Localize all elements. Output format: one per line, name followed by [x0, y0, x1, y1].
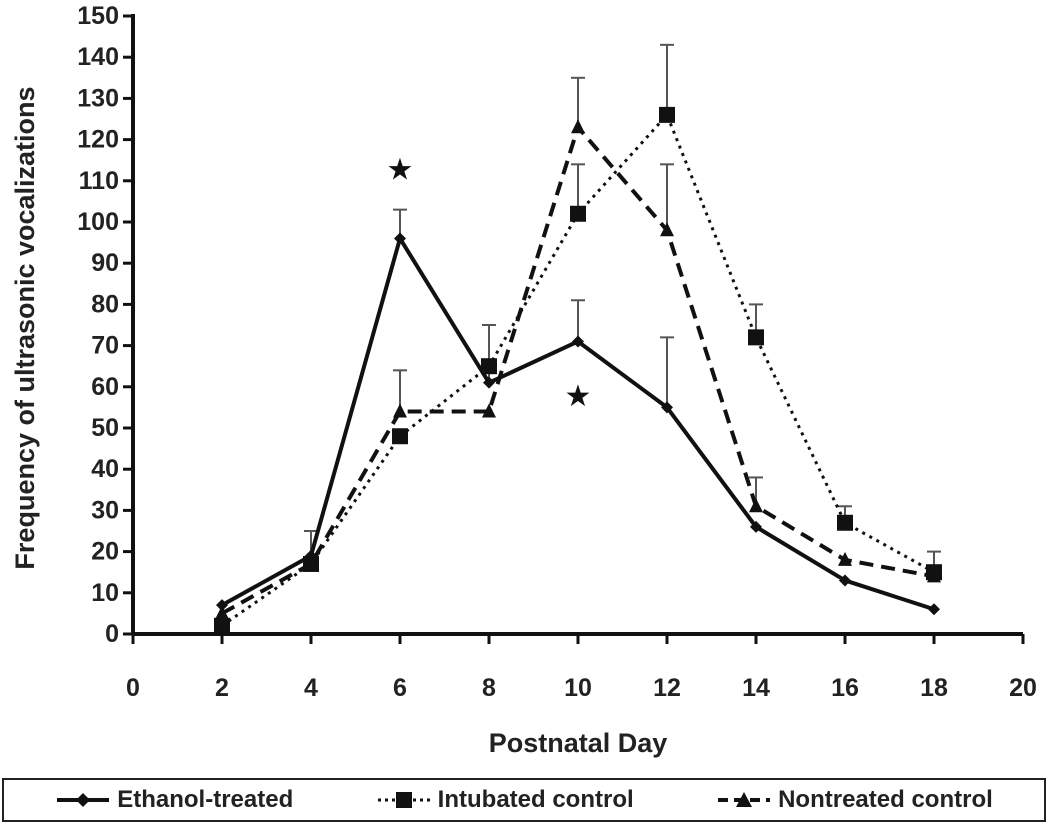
legend-item-nontreated-control: Nontreated control: [716, 786, 993, 814]
x-tick-label: 0: [126, 674, 140, 702]
data-point: [659, 106, 675, 123]
series-nontreated-control: [215, 76, 941, 620]
significance-star: ★: [387, 152, 414, 187]
data-point: [481, 358, 497, 375]
x-tick-label: 18: [920, 674, 948, 702]
y-tick-label: 130: [77, 84, 119, 112]
x-axis: 0 2 4 6 8 10 12 14 16 18 20: [126, 632, 1037, 702]
data-point: [571, 119, 585, 134]
y-tick-label: 70: [91, 332, 119, 360]
legend-swatch-intubated-control: [377, 792, 430, 808]
data-point: [392, 428, 408, 445]
x-tick-label: 16: [831, 674, 859, 702]
data-point: [304, 555, 318, 570]
data-point: [394, 232, 406, 245]
x-tick-label: 20: [1009, 674, 1037, 702]
data-point: [393, 403, 407, 418]
y-tick-label: 50: [91, 414, 119, 442]
y-axis-title: Frequency of ultrasonic vocalizations: [10, 86, 40, 569]
line-chart: 0 10 20 30 40 50 60 70 80 90 100 110 120 130 140 150 0 2…: [10, 2, 1037, 758]
data-point: [483, 376, 495, 389]
data-point: [660, 222, 674, 237]
y-tick-label: 80: [91, 290, 119, 318]
data-point: [661, 401, 673, 414]
y-axis: 0 10 20 30 40 50 60 70 80 90 100 110 120 130 140 150: [77, 2, 135, 648]
x-tick-label: 12: [653, 674, 681, 702]
data-point: [750, 520, 762, 533]
significance-star: ★: [565, 379, 592, 414]
y-tick-label: 110: [79, 167, 119, 195]
data-point: [748, 329, 764, 346]
y-tick-label: 60: [91, 373, 119, 401]
legend: Ethanol-treated Intubated control Nontre…: [2, 778, 1046, 822]
y-tick-label: 140: [77, 43, 119, 71]
legend-swatch-ethanol-treated: [57, 793, 110, 807]
data-point: [482, 403, 496, 418]
data-point: [216, 599, 228, 612]
x-tick-label: 10: [564, 674, 592, 702]
legend-item-intubated-control: Intubated control: [376, 786, 634, 814]
annotations-layer: ★★: [387, 152, 592, 414]
x-tick-label: 4: [304, 674, 318, 702]
data-point: [927, 568, 941, 583]
data-point: [837, 514, 853, 531]
legend-item-ethanol-treated: Ethanol-treated: [55, 786, 293, 814]
x-tick-label: 6: [393, 674, 407, 702]
data-point: [749, 498, 763, 513]
y-tick-label: 10: [91, 579, 119, 607]
legend-label: Ethanol-treated: [117, 786, 294, 813]
series-layer: [214, 43, 942, 634]
y-tick-label: 30: [91, 496, 119, 524]
x-tick-label: 8: [482, 674, 496, 702]
y-tick-label: 0: [105, 620, 119, 648]
y-tick-label: 150: [77, 2, 119, 30]
y-tick-label: 40: [91, 455, 119, 483]
data-point: [839, 574, 851, 587]
x-axis-title: Postnatal Day: [489, 728, 668, 758]
legend-label: Intubated control: [437, 786, 634, 813]
y-tick-label: 20: [91, 538, 119, 566]
data-point: [570, 205, 586, 222]
data-point: [214, 617, 230, 634]
y-tick-label: 90: [91, 249, 119, 277]
legend-swatch-nontreated-control: [718, 792, 771, 807]
series-ethanol-treated: [216, 208, 940, 616]
x-tick-label: 14: [742, 674, 770, 702]
data-point: [928, 603, 940, 616]
y-tick-label: 120: [77, 126, 119, 154]
data-point: [215, 605, 229, 620]
series-intubated-control: [214, 43, 942, 634]
legend-label: Nontreated control: [778, 786, 993, 813]
data-point: [572, 335, 584, 348]
data-point: [838, 551, 852, 566]
y-tick-label: 100: [77, 208, 119, 236]
series-line: [221, 236, 935, 612]
x-tick-label: 2: [215, 674, 229, 702]
